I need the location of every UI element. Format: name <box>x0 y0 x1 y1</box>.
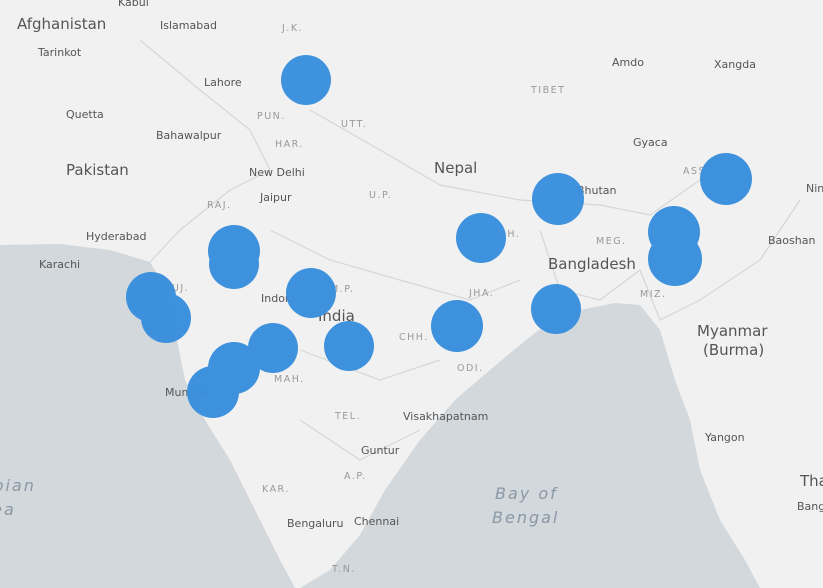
marker[interactable] <box>286 268 336 318</box>
marker[interactable] <box>531 284 581 334</box>
label: Nepal <box>434 159 477 177</box>
border <box>139 39 271 263</box>
label: Guntur <box>361 444 400 457</box>
label: GUJ. <box>163 283 189 294</box>
label: Bhutan <box>577 184 617 197</box>
label: Afghanistan <box>17 15 106 33</box>
marker[interactable] <box>324 321 374 371</box>
label: MAH. <box>274 374 305 385</box>
label: Bangladesh <box>548 255 636 273</box>
label: Kabul <box>118 0 149 9</box>
label: A.P. <box>344 471 367 482</box>
label: (Burma) <box>703 341 764 359</box>
label: Karachi <box>39 258 80 271</box>
label: Bengal <box>492 508 559 527</box>
label: Amdo <box>612 56 644 69</box>
marker[interactable] <box>281 55 331 105</box>
marker[interactable] <box>456 213 506 263</box>
label: Myanmar <box>697 322 768 340</box>
marker[interactable] <box>431 300 483 352</box>
label: M.P. <box>330 284 355 295</box>
label: Sea <box>0 500 16 519</box>
label: MIZ. <box>640 289 667 300</box>
label: Lahore <box>204 76 242 89</box>
label: Baoshan <box>768 234 815 247</box>
border <box>309 109 701 216</box>
label: New Delhi <box>249 166 305 179</box>
label: HAR. <box>275 139 304 150</box>
marker[interactable] <box>700 153 752 205</box>
label: Tarinkot <box>37 46 82 59</box>
marker[interactable] <box>648 232 702 286</box>
label: Visakhapatnam <box>403 410 488 423</box>
marker[interactable] <box>209 239 259 289</box>
label: Yangon <box>704 431 745 444</box>
label: T.N. <box>331 564 356 575</box>
label: Arabian <box>0 476 36 495</box>
label: Tha <box>799 472 823 490</box>
marker[interactable] <box>187 366 239 418</box>
label: Chennai <box>354 515 399 528</box>
label: Jaipur <box>259 191 292 204</box>
marker[interactable] <box>248 323 298 373</box>
arabian-sea <box>0 244 295 588</box>
label: PUN. <box>257 111 286 122</box>
label: CHH. <box>399 332 429 343</box>
label: BIH. <box>495 229 520 240</box>
label: KAR. <box>262 484 290 495</box>
marker[interactable] <box>141 293 191 343</box>
label: JHA. <box>468 288 494 299</box>
label: U.P. <box>369 190 392 201</box>
border <box>269 229 521 461</box>
label: ODI. <box>457 363 484 374</box>
label: Gyaca <box>633 136 668 149</box>
label: Bengaluru <box>287 517 344 530</box>
label: J.K. <box>281 23 303 34</box>
label: UTT. <box>341 119 367 130</box>
markers <box>126 55 752 418</box>
label: Pakistan <box>66 161 129 179</box>
label: Nin <box>806 182 823 195</box>
marker[interactable] <box>532 173 584 225</box>
label: Hyderabad <box>86 230 147 243</box>
labels: Afghanistan Islamabad J.K. Tarinkot Laho… <box>0 0 823 575</box>
label: TEL. <box>334 411 361 422</box>
label: Bay of <box>495 484 558 503</box>
label: Xangda <box>714 58 756 71</box>
label: RAJ. <box>207 200 232 211</box>
label: TIBET <box>530 85 565 96</box>
label: MEG. <box>596 236 627 247</box>
label: Islamabad <box>160 19 217 32</box>
label: Bahawalpur <box>156 129 222 142</box>
bay-of-bengal <box>300 303 760 588</box>
label: ASS. <box>683 166 711 177</box>
label: Quetta <box>66 108 104 121</box>
label: Bang <box>797 500 823 513</box>
